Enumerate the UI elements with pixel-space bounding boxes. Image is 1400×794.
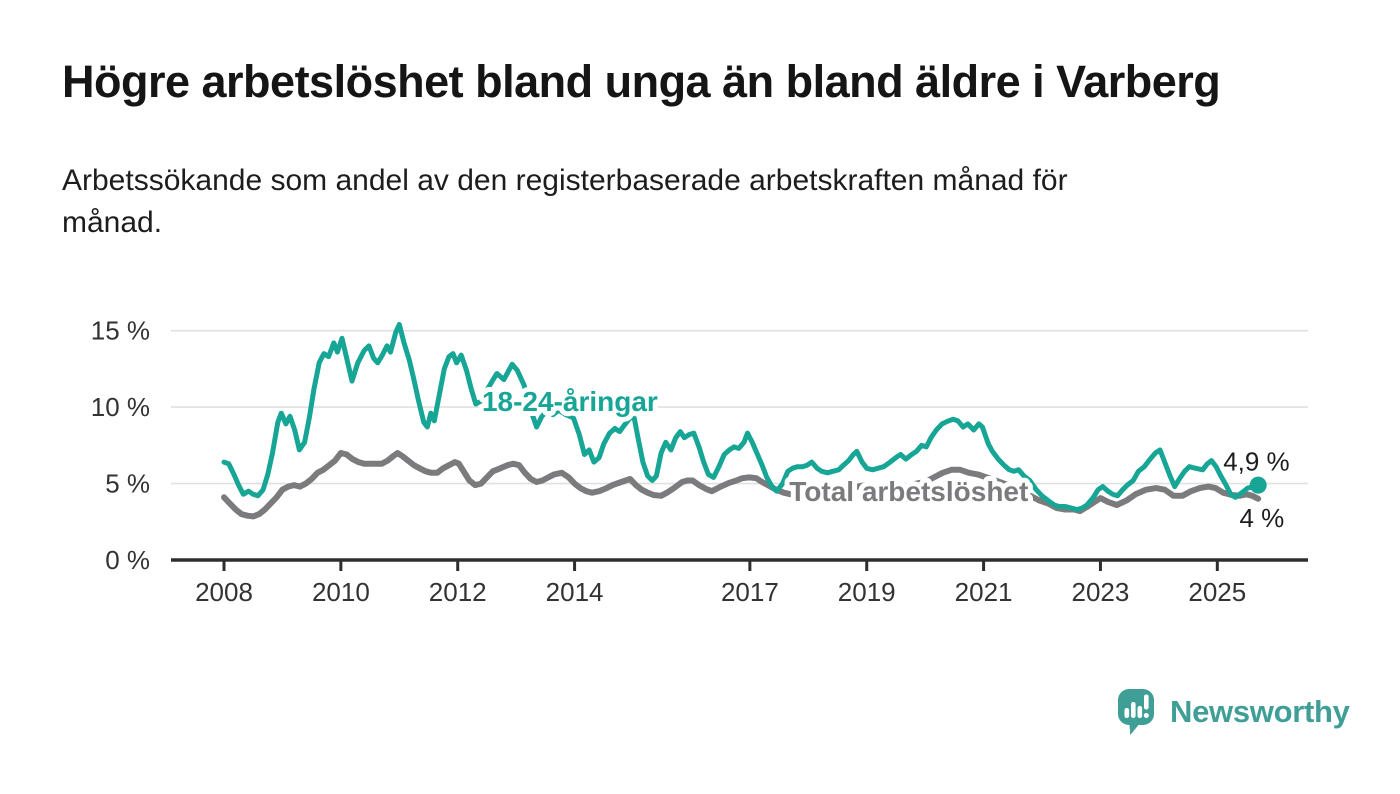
chart-line-youth xyxy=(221,322,1261,512)
gridlines xyxy=(171,329,1308,485)
newsworthy-logo: Newsworthy xyxy=(1117,688,1350,736)
y-tick-label: 5 % xyxy=(105,469,150,499)
latest-value-dot-youth xyxy=(1249,476,1267,494)
x-tick-label: 2017 xyxy=(721,577,779,607)
latest-values: 4,9 % 4 % xyxy=(1223,447,1290,533)
page-subtitle: Arbetssökande som andel av den registerb… xyxy=(62,164,1068,239)
x-tick-label: 2010 xyxy=(312,577,370,607)
series-labels: Total arbetslöshet 18-24-åringar xyxy=(477,381,1033,512)
y-tick-label: 10 % xyxy=(91,392,150,422)
newsworthy-bubble-chart-icon xyxy=(1118,689,1154,735)
x-tick-label: 2021 xyxy=(955,577,1013,607)
x-tick-label: 2025 xyxy=(1188,577,1246,607)
x-tick-label: 2019 xyxy=(838,577,896,607)
y-tick-label: 15 % xyxy=(91,316,150,346)
x-tick-label: 2012 xyxy=(429,577,487,607)
page-title: Högre arbetslöshet bland unga än bland ä… xyxy=(62,56,1221,107)
x-tick-label: 2023 xyxy=(1072,577,1130,607)
x-tick-label: 2014 xyxy=(546,577,604,607)
end-value-label-total: 4 % xyxy=(1240,503,1285,533)
newsworthy-logo-text: Newsworthy xyxy=(1170,694,1350,729)
y-tick-label: 0 % xyxy=(105,545,150,575)
series-lines xyxy=(221,322,1262,520)
y-axis: 0 % 5 % 10 % 15 % xyxy=(91,316,150,575)
series-label-total: Total arbetslöshet xyxy=(789,476,1028,507)
series-label-youth: 18-24-åringar xyxy=(482,386,658,417)
end-value-label-youth: 4,9 % xyxy=(1223,447,1290,477)
x-axis: 2008 2010 2012 2014 2017 2019 2021 2023 2025 xyxy=(171,558,1308,607)
x-tick-label: 2008 xyxy=(195,577,253,607)
